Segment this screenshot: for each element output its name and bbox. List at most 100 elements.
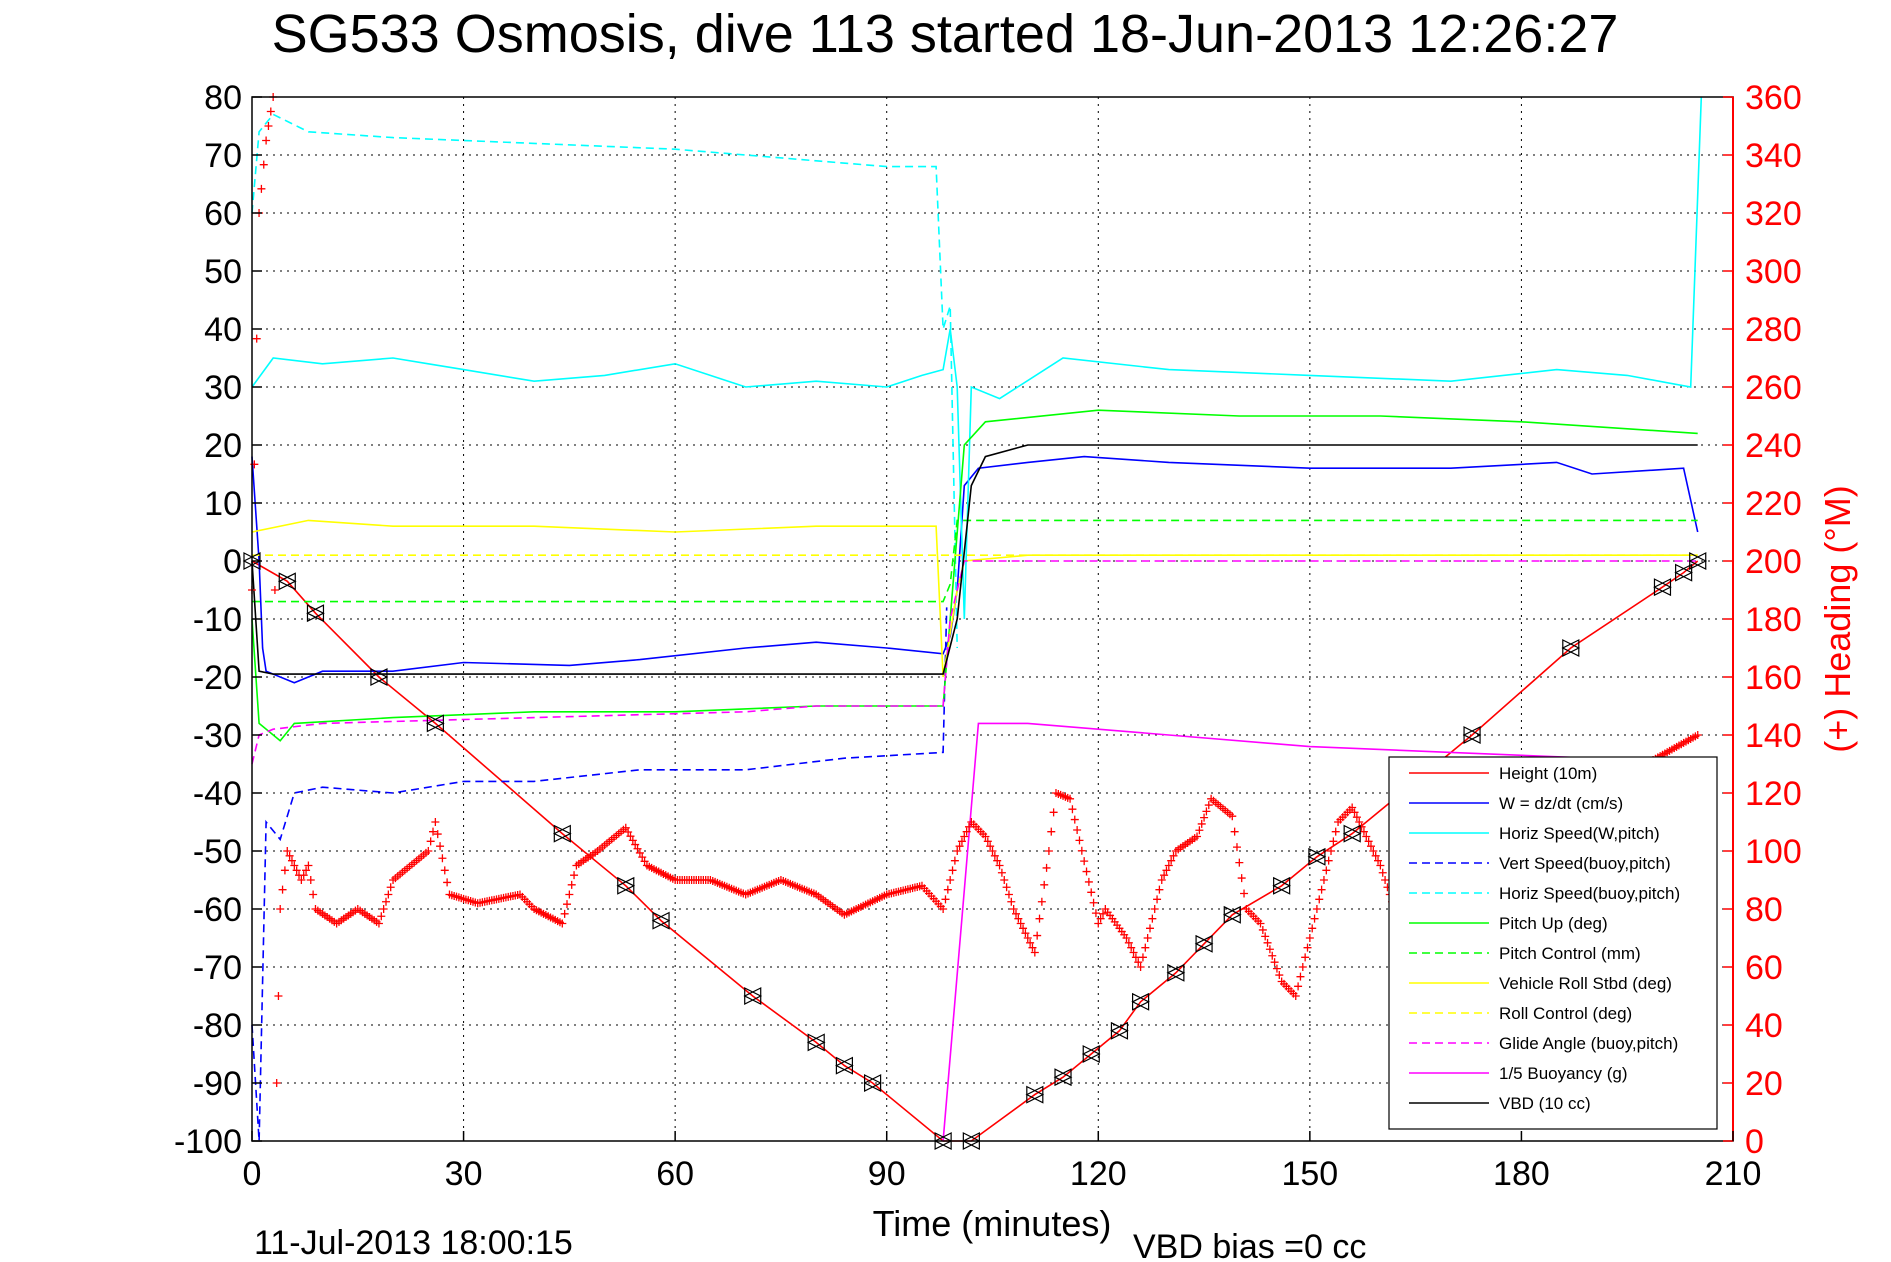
heading-point xyxy=(1162,866,1171,875)
heading-point xyxy=(285,851,294,860)
height-marker xyxy=(1462,726,1481,744)
heading-point xyxy=(1240,889,1249,898)
heading-point xyxy=(1019,924,1028,933)
y-tick-label-right: 20 xyxy=(1745,1065,1783,1103)
height-marker xyxy=(369,668,388,686)
heading-point xyxy=(1000,876,1009,884)
legend-entry: Vert Speed(buoy,pitch) xyxy=(1499,854,1671,873)
heading-point xyxy=(981,832,990,841)
heading-point xyxy=(962,827,971,836)
y-tick-label-right: 280 xyxy=(1745,311,1802,349)
heading-point xyxy=(299,871,308,880)
heading-point xyxy=(306,876,315,884)
x-tick-label: 0 xyxy=(243,1155,262,1193)
y-tick-label-left: 10 xyxy=(204,485,242,523)
heading-point xyxy=(1150,905,1159,913)
heading-point xyxy=(1087,888,1096,897)
heading-point xyxy=(1094,919,1103,928)
heading-point xyxy=(443,878,452,887)
height-marker xyxy=(277,572,296,591)
heading-point xyxy=(960,832,969,841)
heading-point xyxy=(1009,905,1018,913)
heading-point xyxy=(1129,948,1138,957)
y-axis-left: 80 70 60 50 40 30 20 10 0 -10 -20 -30 -40 -50 -60 -70 -8… xyxy=(174,79,262,1161)
heading-point xyxy=(266,107,275,116)
heading-point xyxy=(381,897,390,906)
heading-point xyxy=(1366,842,1375,851)
heading-point xyxy=(304,861,313,870)
legend-entry: Horiz Speed(buoy,pitch) xyxy=(1499,884,1680,903)
heading-point xyxy=(1296,972,1305,981)
heading-point xyxy=(1268,951,1277,960)
footer-timestamp: 11-Jul-2013 18:00:15 xyxy=(254,1224,573,1262)
heading-point xyxy=(1007,897,1016,906)
heading-point xyxy=(1148,914,1157,923)
heading-point xyxy=(259,160,268,169)
heading-point xyxy=(1049,808,1058,817)
heading-point xyxy=(1261,932,1270,941)
heading-point xyxy=(1037,897,1046,906)
heading-point xyxy=(1272,964,1281,973)
heading-point xyxy=(1016,919,1025,928)
heading-point xyxy=(1160,871,1169,880)
series-line xyxy=(252,519,1698,603)
heading-point xyxy=(1131,953,1140,962)
y-tick-label-left: 70 xyxy=(204,137,242,175)
heading-point xyxy=(943,885,952,894)
heading-point xyxy=(272,1079,281,1087)
heading-point xyxy=(1294,982,1303,991)
heading-point xyxy=(1136,963,1145,971)
heading-point xyxy=(1143,934,1152,942)
heading-point xyxy=(563,900,572,909)
heading-point xyxy=(1298,963,1307,971)
height-marker xyxy=(651,911,670,930)
x-axis: 0 30 60 90 120 150 180 210 xyxy=(243,1131,1761,1193)
heading-point xyxy=(379,905,388,913)
y-tick-label-right: 340 xyxy=(1745,137,1802,175)
y-tick-label-left: -30 xyxy=(193,717,242,755)
heading-point xyxy=(1026,938,1035,947)
y-tick-label-left: -20 xyxy=(193,659,242,697)
y-tick-label-right: 0 xyxy=(1745,1123,1764,1161)
y-tick-label-left: 20 xyxy=(204,427,242,465)
legend-entry: W = dz/dt (cm/s) xyxy=(1499,794,1623,813)
x-tick-label: 120 xyxy=(1070,1155,1127,1193)
heading-point xyxy=(1004,890,1013,899)
y-tick-label-left: -100 xyxy=(174,1123,242,1161)
heading-point xyxy=(1275,971,1284,980)
heading-point xyxy=(1164,861,1173,870)
heading-point xyxy=(309,890,318,899)
heading-point xyxy=(1381,876,1390,884)
heading-point xyxy=(1153,895,1162,904)
y-tick-label-right: 160 xyxy=(1745,659,1802,697)
height-marker xyxy=(835,1056,853,1075)
heading-point xyxy=(560,909,569,918)
heading-point xyxy=(1263,938,1272,947)
heading-point xyxy=(1155,885,1164,894)
heading-point xyxy=(1044,847,1053,855)
heading-point xyxy=(1080,857,1089,866)
y-tick-label-right: 300 xyxy=(1745,253,1802,291)
heading-point xyxy=(262,136,271,145)
heading-point xyxy=(638,853,647,862)
heading-point xyxy=(1089,898,1098,907)
heading-point xyxy=(438,854,447,863)
heading-point xyxy=(939,905,948,913)
footer-vbd-bias: VBD bias =0 cc xyxy=(1133,1228,1366,1262)
heading-point xyxy=(633,844,642,853)
heading-point xyxy=(1073,825,1082,834)
heading-point xyxy=(1232,843,1241,852)
series-layer xyxy=(251,96,1703,1142)
heading-point xyxy=(1322,866,1331,875)
heading-point xyxy=(264,122,273,130)
heading-point xyxy=(1127,943,1136,952)
height-marker xyxy=(1110,1021,1129,1040)
height-marker xyxy=(806,1033,825,1052)
heading-point xyxy=(955,842,964,851)
heading-point xyxy=(1035,914,1044,923)
heading-point xyxy=(440,866,449,875)
y-tick-label-right: 120 xyxy=(1745,775,1802,813)
legend-entry: Vehicle Roll Stbd (deg) xyxy=(1499,974,1672,993)
heading-point xyxy=(278,885,287,894)
y-tick-label-left: 0 xyxy=(223,543,242,581)
